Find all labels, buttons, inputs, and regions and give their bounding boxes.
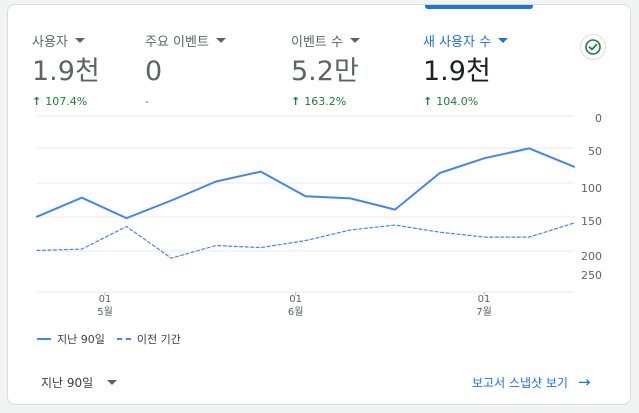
date-range-selector[interactable]: 지난 90일 <box>41 374 118 391</box>
y-tick-label: 250 <box>581 269 602 282</box>
legend-swatch-solid <box>37 338 51 340</box>
y-tick-label: 0 <box>595 112 602 125</box>
metric-tab-key-events[interactable]: 주요 이벤트 0 - <box>145 31 226 108</box>
legend-item-previous: 이전 기간 <box>116 331 181 347</box>
arrow-up-icon: ↑ <box>291 95 301 108</box>
x-tick-month: 6월 <box>288 306 304 318</box>
date-range-label: 지난 90일 <box>41 376 94 390</box>
metric-change: 107.4% <box>45 95 88 108</box>
chevron-down-icon <box>74 38 85 43</box>
x-tick-month: 7월 <box>476 306 492 318</box>
arrow-up-icon: ↑ <box>32 95 42 108</box>
metric-tab-event-count[interactable]: 이벤트 수 5.2만 ↑ 163.2% <box>291 31 360 108</box>
x-tick-day: 01 <box>289 294 302 305</box>
metric-tab-new-users[interactable]: 새 사용자 수 1.9천 ↑ 104.0% <box>423 31 509 108</box>
metric-tab-users[interactable]: 사용자 1.9천 ↑ 107.4% <box>32 31 100 108</box>
metric-value: 0 <box>145 56 163 87</box>
legend-swatch-dashed <box>116 338 131 340</box>
chevron-down-icon <box>107 380 118 385</box>
metric-label: 사용자 <box>32 35 68 50</box>
y-tick-label: 150 <box>581 215 602 228</box>
metric-change: 104.0% <box>436 95 479 108</box>
chevron-down-icon <box>215 38 226 43</box>
active-tab-indicator <box>425 5 533 9</box>
metric-label: 주요 이벤트 <box>145 35 209 50</box>
legend-label: 이전 기간 <box>136 333 181 346</box>
chevron-down-icon <box>349 38 360 43</box>
legend-item-current: 지난 90일 <box>37 331 105 347</box>
overview-card: 사용자 1.9천 ↑ 107.4% 주요 이벤트 0 - 이벤트 수 5.2만 ↑… <box>7 4 631 405</box>
y-tick-label: 50 <box>588 145 602 158</box>
metric-value: 5.2만 <box>291 56 359 87</box>
x-tick-day: 01 <box>478 294 491 305</box>
chevron-down-icon <box>498 38 509 43</box>
view-report-snapshot-link[interactable]: 보고서 스냅샷 보기 → <box>472 373 591 391</box>
x-tick-day: 01 <box>99 294 112 305</box>
metric-value: 1.9천 <box>423 56 491 87</box>
metric-label: 이벤트 수 <box>291 35 343 50</box>
metric-change: - <box>145 95 149 108</box>
report-link-label: 보고서 스냅샷 보기 <box>472 375 568 390</box>
x-tick-month: 5월 <box>97 306 113 318</box>
metric-value: 1.9천 <box>32 56 100 87</box>
metric-label: 새 사용자 수 <box>423 35 492 50</box>
chart-legend: 지난 90일 이전 기간 <box>37 331 193 347</box>
arrow-right-icon: → <box>577 373 591 391</box>
y-tick-label: 100 <box>581 182 602 195</box>
arrow-up-icon: ↑ <box>423 95 433 108</box>
check-circle-icon[interactable] <box>580 34 606 60</box>
metric-change: 163.2% <box>304 95 347 108</box>
y-tick-label: 200 <box>581 250 602 263</box>
legend-label: 지난 90일 <box>57 333 105 346</box>
